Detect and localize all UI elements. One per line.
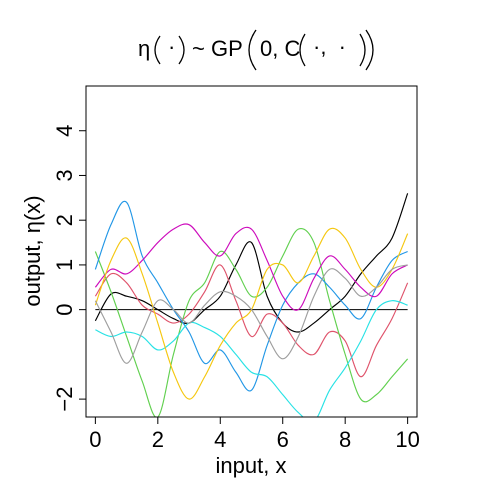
x-tick-label: 8 [339,427,351,452]
series-layer [94,193,409,417]
title-zero-c: 0, C [260,36,300,61]
series-line-1 [94,193,409,333]
x-tick-label: 6 [277,427,289,452]
y-tick-label: 1 [52,259,77,271]
title-paren-close-1 [178,35,185,65]
y-axis-title: output, η(x) [20,195,45,306]
x-tick-label: 0 [89,427,101,452]
series-line-4 [94,200,408,392]
x-axis: 0 2 4 6 8 10 [89,416,420,452]
title-paren-close-3 [359,33,366,67]
series-line-8 [94,264,408,364]
x-tick-label: 2 [152,427,164,452]
title-eta: η [138,36,150,61]
y-tick-label: 2 [52,214,77,226]
x-tick-label: 4 [214,427,226,452]
chart-title: η · ~ GP 0, C ·, · [138,29,374,71]
title-dot-1: · [168,34,175,59]
x-tick-label: 10 [395,427,419,452]
title-paren-open-1 [154,35,161,65]
series-line-7 [94,227,409,400]
y-tick-label: 0 [52,304,77,316]
x-axis-title: input, x [216,453,287,478]
y-tick-label: 3 [52,169,77,181]
series-line-2 [94,264,409,378]
series-line-3 [94,228,409,417]
title-paren-close-2 [365,29,374,71]
title-paren-open-3 [299,33,306,67]
title-paren-open-2 [248,29,257,71]
series-line-5 [95,300,408,417]
title-gp: ~ GP [192,36,243,61]
y-tick-label: 4 [52,125,77,137]
title-dot-sep: ·, · [313,34,346,59]
y-tick-label: −2 [52,387,77,412]
series-line-6 [94,223,408,311]
y-axis: −2 0 1 2 3 4 [52,125,87,412]
